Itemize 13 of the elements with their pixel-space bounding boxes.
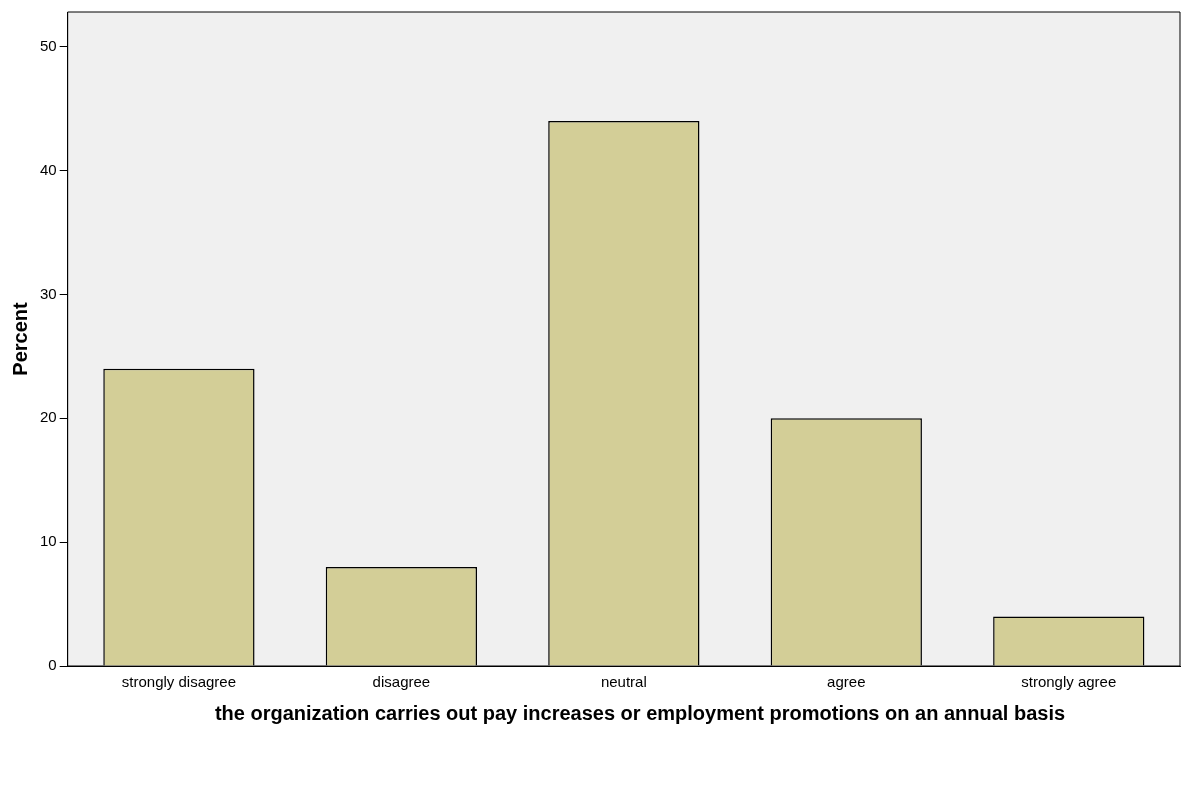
y-tick-label: 40 <box>40 160 57 178</box>
y-axis-title: Percent <box>8 301 31 376</box>
y-tick-label: 50 <box>40 36 57 54</box>
x-tick-label: strongly disagree <box>121 673 237 691</box>
y-tick-label: 30 <box>40 284 57 302</box>
x-axis-title: the organization carries out pay increases or employment promotions on an annual basis <box>213 702 1067 724</box>
x-tick-label: agree <box>827 673 866 691</box>
y-tick-label: 20 <box>40 408 57 426</box>
x-tick-label: disagree <box>372 673 431 691</box>
y-tick-label: 10 <box>40 532 57 550</box>
x-tick-label: neutral <box>600 673 647 691</box>
y-tick-label: 0 <box>48 656 57 674</box>
x-tick-label: strongly agree <box>1021 673 1117 691</box>
